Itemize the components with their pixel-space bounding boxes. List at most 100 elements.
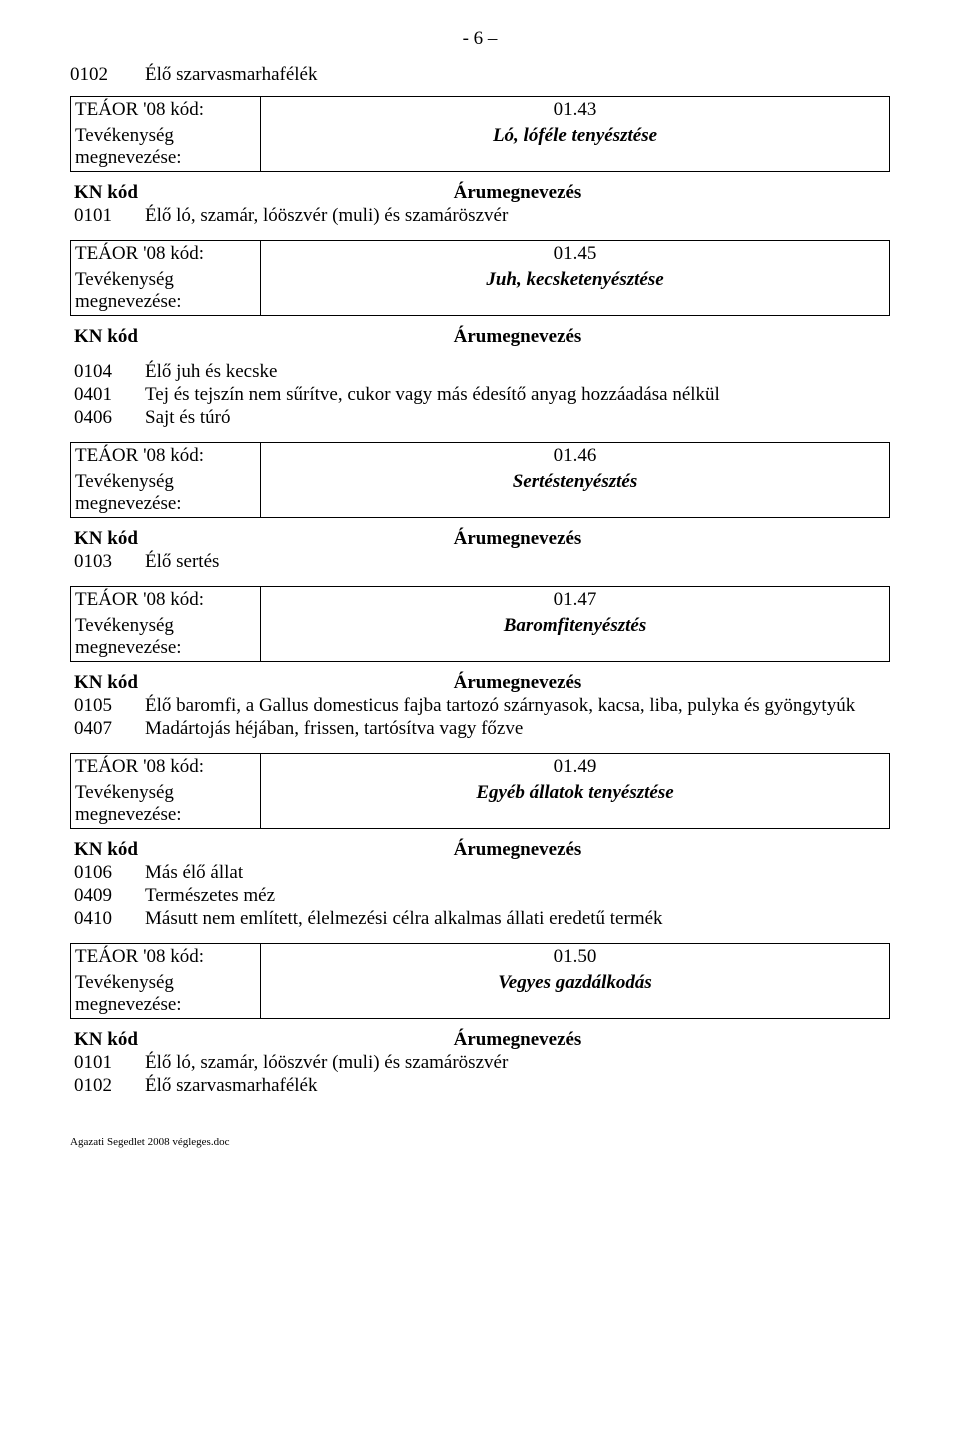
kn-kod-label: KN kód [70,1029,145,1051]
teaor-activity-value: Egyéb állatok tenyésztése [261,780,889,828]
teaor-row-activity: Tevékenységmegnevezése:Sertéstenyésztés [71,469,889,517]
kn-row: 0102Élő szarvasmarhafélék [70,1075,890,1097]
top-line-text: Élő szarvasmarhafélék [145,64,890,86]
teaor-row-activity: Tevékenységmegnevezése:Ló, lóféle tenyés… [71,123,889,171]
teaor-box: TEÁOR '08 kód:01.45Tevékenységmegnevezés… [70,240,890,316]
kn-row: 0409Természetes méz [70,885,890,907]
kn-row: 0407Madártojás héjában, frissen, tartósí… [70,718,890,740]
teaor-row-code: TEÁOR '08 kód:01.43 [71,97,889,123]
kn-header: KN kódÁrumegnevezés [70,182,890,204]
document-page: - 6 – 0102 Élő szarvasmarhafélék TEÁOR '… [0,0,960,1168]
footer-text: Agazati Segedlet 2008 végleges.doc [70,1136,890,1148]
arumeg-label: Árumegnevezés [145,326,890,348]
arumeg-label: Árumegnevezés [145,528,890,550]
kn-row-text: Madártojás héjában, frissen, tartósítva … [145,718,890,740]
kn-header: KN kódÁrumegnevezés [70,528,890,550]
kn-row-code: 0105 [70,695,145,717]
teaor-activity-label: Tevékenységmegnevezése: [71,267,261,315]
teaor-row-code: TEÁOR '08 kód:01.45 [71,241,889,267]
arumeg-label: Árumegnevezés [145,182,890,204]
teaor-kod-label: TEÁOR '08 kód: [71,587,261,613]
teaor-activity-label: Tevékenységmegnevezése: [71,780,261,828]
kn-row-code: 0401 [70,384,145,406]
teaor-kod-value: 01.46 [261,443,889,469]
page-number: - 6 – [70,28,890,50]
kn-row-text: Természetes méz [145,885,890,907]
arumeg-label: Árumegnevezés [145,672,890,694]
top-line: 0102 Élő szarvasmarhafélék [70,64,890,86]
kn-row-text: Sajt és túró [145,407,890,429]
spacer [70,430,890,442]
spacer [70,1098,890,1110]
teaor-kod-label: TEÁOR '08 kód: [71,754,261,780]
teaor-row-code: TEÁOR '08 kód:01.49 [71,754,889,780]
teaor-activity-value: Ló, lóféle tenyésztése [261,123,889,171]
teaor-row-code: TEÁOR '08 kód:01.50 [71,944,889,970]
kn-row-text: Másutt nem említett, élelmezési célra al… [145,908,890,930]
teaor-box: TEÁOR '08 kód:01.49Tevékenységmegnevezés… [70,753,890,829]
teaor-row-activity: Tevékenységmegnevezése:Vegyes gazdálkodá… [71,970,889,1018]
kn-row-text: Tej és tejszín nem sűrítve, cukor vagy m… [145,384,890,406]
kn-row: 0101Élő ló, szamár, lóöszvér (muli) és s… [70,205,890,227]
kn-row: 0101Élő ló, szamár, lóöszvér (muli) és s… [70,1052,890,1074]
kn-row: 0410Másutt nem említett, élelmezési célr… [70,908,890,930]
kn-header: KN kódÁrumegnevezés [70,839,890,861]
kn-row: 0103Élő sertés [70,551,890,573]
teaor-kod-value: 01.45 [261,241,889,267]
kn-row-code: 0103 [70,551,145,573]
teaor-row-activity: Tevékenységmegnevezése:Egyéb állatok ten… [71,780,889,828]
kn-row-code: 0104 [70,361,145,383]
teaor-activity-value: Juh, kecsketenyésztése [261,267,889,315]
spacer [70,574,890,586]
teaor-kod-value: 01.50 [261,944,889,970]
teaor-box: TEÁOR '08 kód:01.47Tevékenységmegnevezés… [70,586,890,662]
kn-kod-label: KN kód [70,672,145,694]
kn-kod-label: KN kód [70,182,145,204]
kn-row: 0406Sajt és túró [70,407,890,429]
teaor-activity-label: Tevékenységmegnevezése: [71,613,261,661]
teaor-activity-label: Tevékenységmegnevezése: [71,469,261,517]
sections-container: TEÁOR '08 kód:01.43Tevékenységmegnevezés… [70,96,890,1110]
kn-row-text: Élő baromfi, a Gallus domesticus fajba t… [145,695,890,717]
kn-kod-label: KN kód [70,528,145,550]
kn-row-code: 0410 [70,908,145,930]
kn-row: 0105Élő baromfi, a Gallus domesticus faj… [70,695,890,717]
kn-row-code: 0101 [70,1052,145,1074]
teaor-kod-value: 01.49 [261,754,889,780]
spacer [70,931,890,943]
arumeg-label: Árumegnevezés [145,1029,890,1051]
teaor-kod-value: 01.47 [261,587,889,613]
teaor-row-code: TEÁOR '08 kód:01.46 [71,443,889,469]
kn-row: 0106Más élő állat [70,862,890,884]
teaor-box: TEÁOR '08 kód:01.46Tevékenységmegnevezés… [70,442,890,518]
kn-row-text: Élő szarvasmarhafélék [145,1075,890,1097]
teaor-activity-label: Tevékenységmegnevezése: [71,123,261,171]
spacer [70,228,890,240]
teaor-activity-value: Sertéstenyésztés [261,469,889,517]
kn-row-code: 0106 [70,862,145,884]
kn-header: KN kódÁrumegnevezés [70,672,890,694]
kn-row-code: 0406 [70,407,145,429]
kn-header: KN kódÁrumegnevezés [70,326,890,348]
teaor-kod-label: TEÁOR '08 kód: [71,97,261,123]
kn-row-text: Más élő állat [145,862,890,884]
teaor-activity-value: Baromfitenyésztés [261,613,889,661]
teaor-box: TEÁOR '08 kód:01.50Tevékenységmegnevezés… [70,943,890,1019]
teaor-row-activity: Tevékenységmegnevezése:Baromfitenyésztés [71,613,889,661]
kn-row-code: 0407 [70,718,145,740]
kn-kod-label: KN kód [70,839,145,861]
teaor-kod-label: TEÁOR '08 kód: [71,944,261,970]
teaor-box: TEÁOR '08 kód:01.43Tevékenységmegnevezés… [70,96,890,172]
teaor-row-activity: Tevékenységmegnevezése:Juh, kecsketenyés… [71,267,889,315]
kn-header: KN kódÁrumegnevezés [70,1029,890,1051]
teaor-row-code: TEÁOR '08 kód:01.47 [71,587,889,613]
kn-row: 0104Élő juh és kecske [70,361,890,383]
teaor-activity-label: Tevékenységmegnevezése: [71,970,261,1018]
teaor-kod-value: 01.43 [261,97,889,123]
spacer [70,741,890,753]
arumeg-label: Árumegnevezés [145,839,890,861]
kn-row: 0401Tej és tejszín nem sűrítve, cukor va… [70,384,890,406]
kn-row-text: Élő juh és kecske [145,361,890,383]
top-line-code: 0102 [70,64,145,86]
kn-row-text: Élő ló, szamár, lóöszvér (muli) és szamá… [145,1052,890,1074]
